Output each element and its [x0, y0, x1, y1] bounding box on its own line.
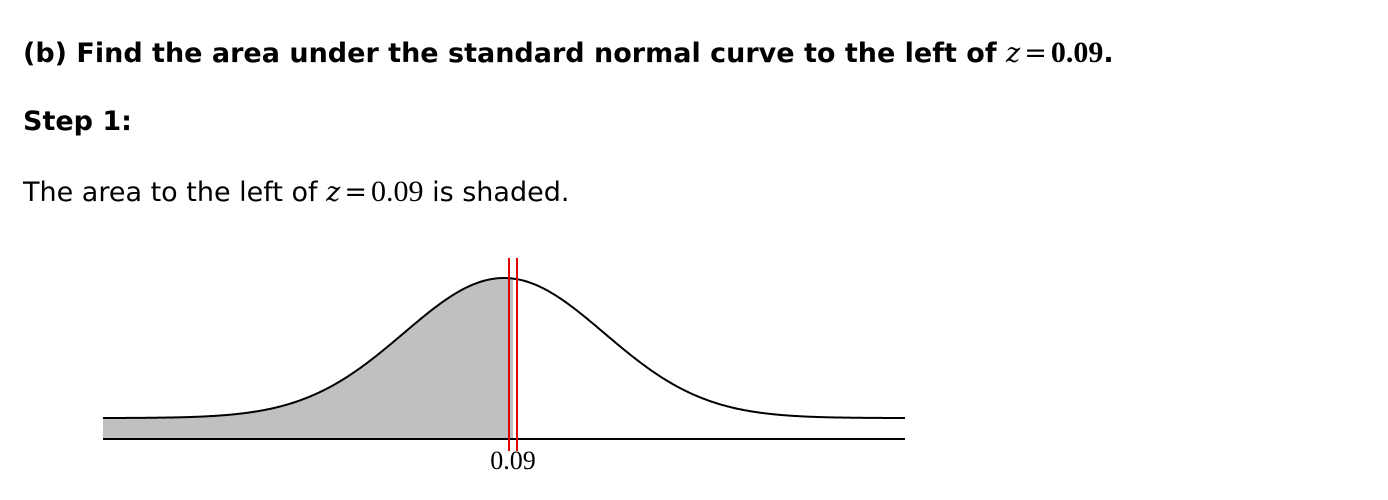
- question-text: (b) Find the area under the standard nor…: [23, 36, 1114, 70]
- question-z-value: 0.09: [1050, 36, 1104, 69]
- normal-curve: [103, 276, 905, 419]
- normal-curve-chart: 0.09: [103, 258, 905, 475]
- description-z-variable: z: [326, 177, 341, 208]
- question-prefix: (b) Find the area under the standard nor…: [23, 38, 997, 69]
- z-tick-label: 0.09: [490, 446, 536, 475]
- question-equals-sign: =: [1024, 38, 1047, 69]
- description-equals-sign: =: [344, 177, 367, 208]
- description-prefix: The area to the left of: [23, 177, 318, 208]
- description-z-value: 0.09: [370, 175, 424, 208]
- question-period: .: [1103, 38, 1114, 69]
- step-description: The area to the left of z = 0.09 is shaded…: [23, 175, 569, 209]
- question-z-variable: z: [1005, 38, 1021, 69]
- description-suffix: is shaded.: [432, 177, 570, 208]
- shaded-area: [103, 278, 514, 439]
- step-heading: Step 1:: [23, 106, 132, 137]
